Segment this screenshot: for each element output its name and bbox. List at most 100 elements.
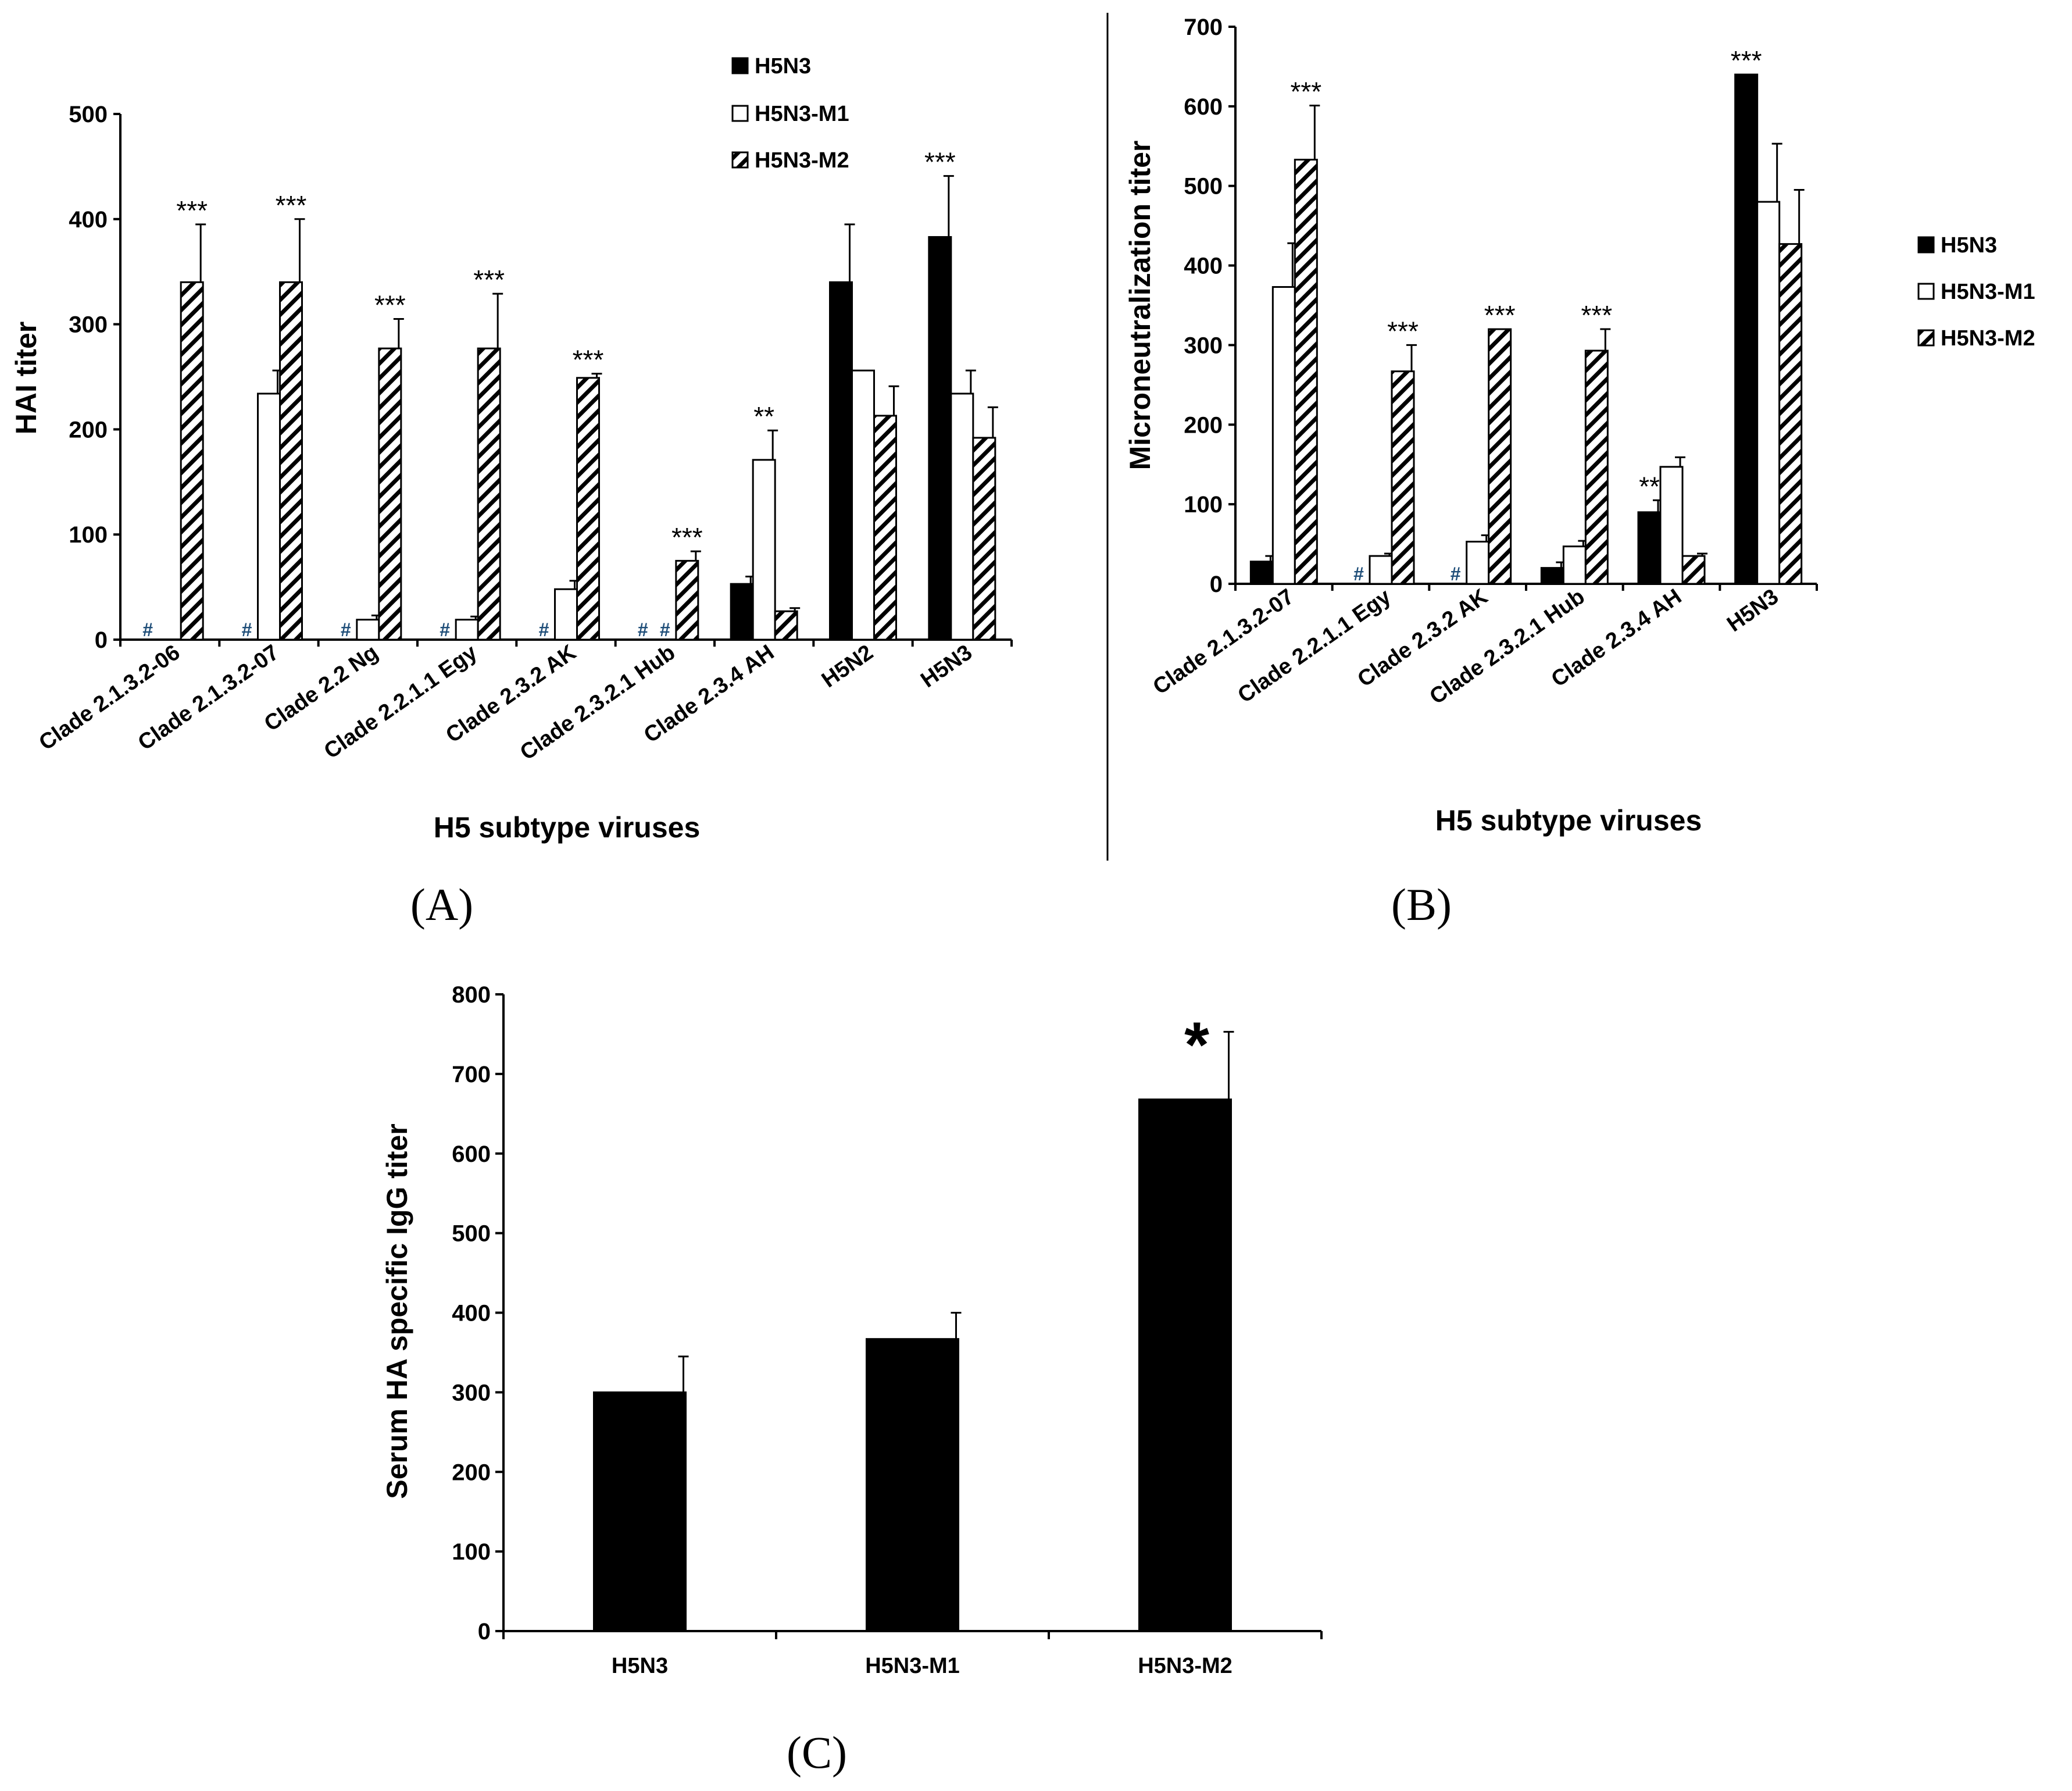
panel-b-ylabel: Microneutralization titer xyxy=(1124,141,1156,470)
panel-a-significance-1: *** xyxy=(276,190,307,220)
panel-b-bar-h5n3-h5n3 xyxy=(1734,73,1759,585)
panel-a-bar-h5n2-h5n3-m2 xyxy=(873,415,897,641)
panel-a-hash-marker-5: # xyxy=(638,619,648,640)
panel-a-bar-clade-2-3-2-ak-h5n3-m1 xyxy=(554,588,578,641)
panel-b-bar-clade-2-3-2-ak-h5n3-m2 xyxy=(1488,328,1512,585)
panel-b-hash-marker-0: # xyxy=(1353,563,1364,584)
panel-b-y-ticks: 0 100 200 300 400 500 600 700 xyxy=(1184,15,1235,597)
panel-a-bar-clade-2-3-4-ah-h5n3-m2 xyxy=(774,610,798,641)
panel-a-bar-clade-2-3-4-ah-h5n3 xyxy=(730,583,754,641)
panel-b-bar-h5n3-h5n3-m1 xyxy=(1756,201,1781,585)
panel-a-ytick-label-100: 100 xyxy=(69,522,108,548)
panel-a-bar-clade-2-2-ng-h5n3-m1 xyxy=(356,619,380,641)
panel-c-ytick-label-200: 200 xyxy=(452,1460,491,1485)
panel-a-legend-label-h5n3-m2: H5N3-M2 xyxy=(755,148,849,173)
panel-a-legend-swatch-h5n3 xyxy=(731,57,749,74)
panel-b-annotations: ********* ********# # xyxy=(1290,45,1762,584)
panel-b-category-label-clade-2-3-2-1-hub: Clade 2.3.2.1 Hub xyxy=(1426,584,1589,709)
panel-a-bars xyxy=(180,175,998,641)
panel-a-legend: H5N3 H5N3-M1 H5N3-M2 xyxy=(731,54,849,173)
panel-c-ytick-label-800: 800 xyxy=(452,982,491,1008)
panel-a-significance-7: *** xyxy=(924,147,956,177)
panel-c-bar-h5n3-m1-igg-titer xyxy=(866,1338,959,1632)
panel-b-significance-1: *** xyxy=(1387,316,1419,346)
panel-b-legend: H5N3 H5N3-M1 H5N3-M2 xyxy=(1917,233,2035,351)
panel-c-ytick-label-400: 400 xyxy=(452,1301,491,1326)
panel-a-bar-h5n3-h5n3-m2 xyxy=(972,437,996,641)
panel-b-bar-clade-2-3-4-ah-h5n3-m1 xyxy=(1659,466,1684,585)
panel-c-bars xyxy=(593,1030,1234,1632)
panel-b-bar-clade-2-3-2-ak-h5n3-m1 xyxy=(1466,540,1490,585)
panel-c-ytick-label-300: 300 xyxy=(452,1380,491,1405)
panel-b-chart: 0 100 200 300 400 500 600 700 Clade 2.1.3.2-07C… xyxy=(1124,15,2035,930)
panel-a-hash-marker-2: # xyxy=(341,619,351,640)
panel-a-category-label-h5n3: H5N3 xyxy=(916,640,977,693)
panel-b-legend-label-h5n3: H5N3 xyxy=(1941,233,1997,258)
panel-a-legend-label-h5n3-m1: H5N3-M1 xyxy=(755,102,849,126)
panel-a-bar-h5n3-h5n3-m1 xyxy=(950,393,974,641)
panel-b-ytick-label-200: 200 xyxy=(1184,412,1223,438)
panel-a-y-ticks: 0 100 200 300 400 500 xyxy=(69,102,120,653)
panel-a-hash-marker-4: # xyxy=(539,619,549,640)
panel-a-ytick-label-500: 500 xyxy=(69,102,108,127)
panel-b-bar-clade-2-3-2-1-hub-h5n3-m2 xyxy=(1584,349,1609,585)
panel-a-hash-marker-0: # xyxy=(142,619,153,640)
panel-b-ytick-label-400: 400 xyxy=(1184,254,1223,279)
panel-c-ytick-label-500: 500 xyxy=(452,1221,491,1247)
panel-b-axes xyxy=(1234,27,1817,585)
panel-b-significance-2: *** xyxy=(1484,300,1516,330)
panel-a-annotations: *** ********************# # # # # # # xyxy=(142,147,956,640)
panel-b-ytick-label-700: 700 xyxy=(1184,15,1223,40)
panel-c-bar-h5n3-m2-igg-titer xyxy=(1138,1098,1232,1632)
panel-a-ylabel: HAI titer xyxy=(10,322,42,434)
panel-b-label: (B) xyxy=(1391,879,1452,930)
panel-a-label: (A) xyxy=(410,879,473,930)
panel-b-bar-clade-2-2-1-1-egy-h5n3-m2 xyxy=(1391,370,1415,585)
panel-a-ytick-label-200: 200 xyxy=(69,417,108,443)
panel-c-category-label-h5n3-m2: H5N3-M2 xyxy=(1138,1654,1233,1678)
panel-a-x-ticks xyxy=(119,640,1013,647)
panel-c-bar-h5n3-igg-titer xyxy=(593,1391,687,1632)
panel-b-bar-clade-2-3-2-1-hub-h5n3 xyxy=(1540,567,1564,585)
panel-b-significance-3: *** xyxy=(1581,300,1612,330)
panel-b-category-label-h5n3: H5N3 xyxy=(1723,584,1783,637)
panel-b-bar-clade-2-3-2-1-hub-h5n3-m1 xyxy=(1562,545,1587,585)
panel-c-annotations: * xyxy=(1184,1009,1209,1080)
panel-b-ytick-label-0: 0 xyxy=(1210,572,1223,597)
panel-a-significance-3: *** xyxy=(473,265,505,295)
panel-b-legend-swatch-h5n3-m1 xyxy=(1917,283,1935,300)
panel-b-bar-clade-2-3-4-ah-h5n3 xyxy=(1637,511,1662,585)
panel-a-bar-clade-2-3-2-ak-h5n3-m2 xyxy=(576,377,600,641)
panel-a-bar-clade-2-2-1-1-egy-h5n3-m1 xyxy=(455,619,479,641)
panel-c-category-labels: H5N3 H5N3-M1 H5N3-M2 xyxy=(612,1654,1233,1678)
panel-c-y-ticks: 0 100 200 300 400 500 600 700 800 xyxy=(452,982,503,1644)
panel-a-significance-5: *** xyxy=(671,522,703,552)
panel-a-significance-2: *** xyxy=(374,290,406,320)
panel-a-bar-clade-2-3-2-1-hub-h5n3-m2 xyxy=(675,559,699,641)
panel-c-ytick-label-700: 700 xyxy=(452,1062,491,1087)
panel-c-significance-0: * xyxy=(1184,1009,1209,1080)
panel-c-label: (C) xyxy=(787,1727,847,1778)
panel-b-ytick-label-500: 500 xyxy=(1184,174,1223,199)
panel-a-bar-clade-2-3-4-ah-h5n3-m1 xyxy=(752,459,776,641)
panel-b-x-ticks xyxy=(1234,584,1818,591)
panel-a-bar-clade-2-2-ng-h5n3-m2 xyxy=(378,347,402,641)
panel-a-legend-swatch-h5n3-m2 xyxy=(731,151,749,169)
panel-a-xlabel: H5 subtype viruses xyxy=(434,811,701,844)
panel-c-category-label-h5n3: H5N3 xyxy=(612,1654,668,1678)
panel-a-bar-clade-2-1-3-2-07-h5n3-m2 xyxy=(279,281,303,641)
panel-a-ytick-label-300: 300 xyxy=(69,312,108,338)
panel-b-significance-5: *** xyxy=(1731,45,1762,76)
panel-a-ytick-label-0: 0 xyxy=(95,627,108,653)
panel-b-bar-clade-2-3-4-ah-h5n3-m2 xyxy=(1681,555,1706,585)
panel-b-bar-clade-2-1-3-2-07-h5n3-m1 xyxy=(1271,286,1296,585)
panel-b-hash-marker-1: # xyxy=(1451,563,1461,584)
panel-a-bar-h5n2-h5n3-m1 xyxy=(851,369,875,641)
panel-b-bar-h5n3-h5n3-m2 xyxy=(1778,243,1803,585)
panel-b-legend-swatch-h5n3-m2 xyxy=(1917,329,1935,347)
